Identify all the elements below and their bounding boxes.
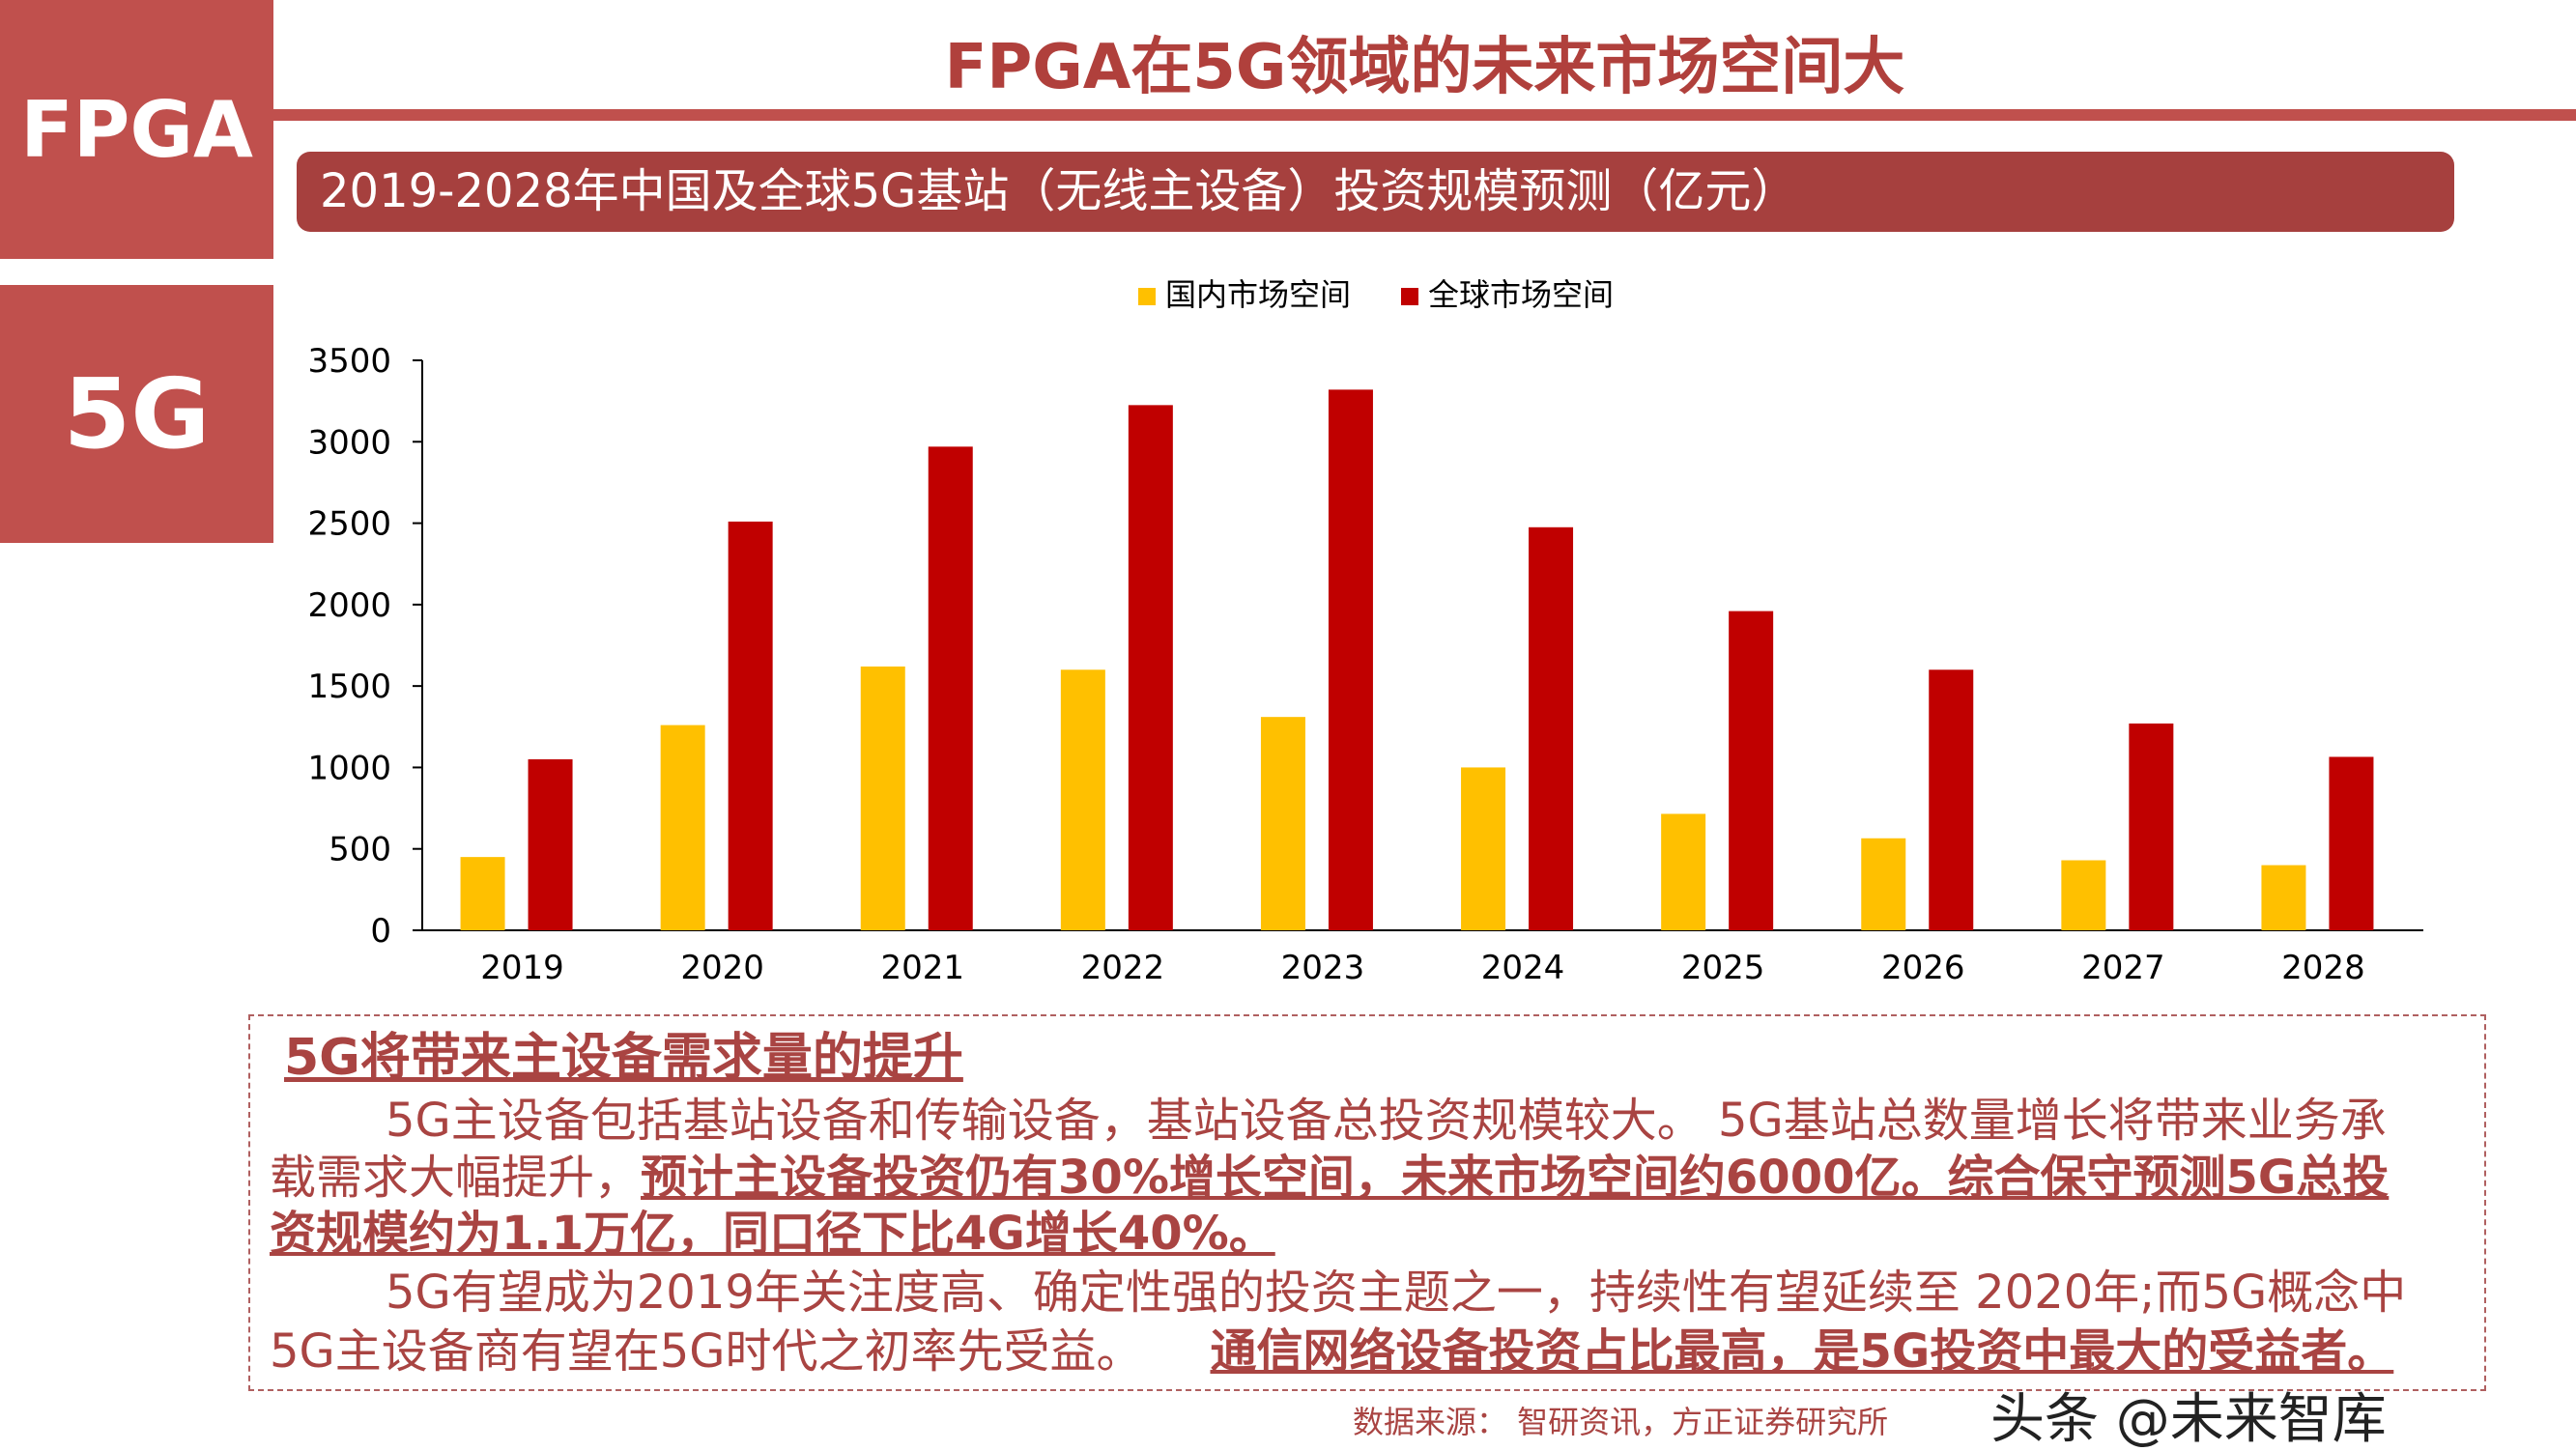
summary-highlight: 预计主设备投资仍有30%增长空间，未来市场空间约6000亿。综合保守预测5G总投 xyxy=(641,1151,2390,1205)
bar-domestic-2022 xyxy=(1060,669,1105,930)
title-divider xyxy=(273,109,2576,121)
bar-global-2019 xyxy=(528,759,573,930)
5g-label: 5G xyxy=(63,357,211,470)
legend-label: 全球市场空间 xyxy=(1428,276,1614,313)
summary-heading: 5G将带来主设备需求量的提升 xyxy=(284,1029,963,1087)
bar-domestic-2028 xyxy=(2261,865,2306,930)
bar-global-2027 xyxy=(2129,723,2174,930)
legend-label: 国内市场空间 xyxy=(1165,276,1351,313)
x-tick-label: 2022 xyxy=(1081,949,1165,987)
x-tick-label: 2021 xyxy=(880,949,964,987)
bar-global-2022 xyxy=(1128,405,1173,930)
bar-domestic-2023 xyxy=(1260,717,1305,930)
watermark: 头条 @未来智库 xyxy=(1990,1388,2387,1451)
bar-global-2021 xyxy=(928,446,973,930)
bar-domestic-2027 xyxy=(2061,860,2106,930)
summary-highlight: 通信网络设备投资占比最高，是5G投资中最大的受益者。 xyxy=(1210,1324,2394,1379)
summary-box: 5G将带来主设备需求量的提升 5G主设备包括基站设备和传输设备，基站设备总投资规… xyxy=(248,1014,2486,1391)
y-tick-label: 0 xyxy=(370,912,391,951)
bar-global-2028 xyxy=(2329,756,2374,930)
bar-domestic-2026 xyxy=(1861,838,1906,930)
fpga-label: FPGA xyxy=(20,84,253,175)
x-tick-label: 2026 xyxy=(1881,949,1965,987)
bar-domestic-2021 xyxy=(860,666,905,930)
x-tick-label: 2025 xyxy=(1681,949,1765,987)
fpga-label-box: FPGA xyxy=(0,0,273,259)
summary-line: 5G有望成为2019年关注度高、确定性强的投资主题之一，持续性有望延续至 202… xyxy=(386,1266,2407,1320)
y-tick-label: 2500 xyxy=(307,505,391,544)
x-tick-label: 2020 xyxy=(680,949,764,987)
bar-domestic-2019 xyxy=(460,857,505,930)
bar-global-2020 xyxy=(728,521,773,930)
y-tick-label: 2000 xyxy=(307,586,391,625)
bar-global-2023 xyxy=(1328,389,1373,930)
legend-swatch xyxy=(1138,288,1156,305)
legend-swatch xyxy=(1401,288,1418,305)
bar-global-2025 xyxy=(1729,611,1774,930)
y-tick-label: 1500 xyxy=(307,668,391,706)
x-tick-label: 2019 xyxy=(480,949,564,987)
chart-title: 2019-2028年中国及全球5G基站（无线主设备）投资规模预测（亿元） xyxy=(320,164,1798,218)
summary-line: 5G主设备包括基站设备和传输设备，基站设备总投资规模较大。 5G基站总数量增长将… xyxy=(386,1094,2387,1148)
bar-domestic-2025 xyxy=(1661,813,1706,930)
y-tick-label: 3000 xyxy=(307,423,391,462)
x-tick-label: 2024 xyxy=(1481,949,1565,987)
bar-domestic-2020 xyxy=(660,725,705,930)
x-tick-label: 2027 xyxy=(2081,949,2165,987)
y-tick-label: 3500 xyxy=(307,342,391,381)
bar-chart: 0 500 1000 1500 2000 2500 3000 3500 2019 2020 2021… xyxy=(307,276,2423,987)
summary-line: 5G主设备商有望在5G时代之初率先受益。 通信网络设备投资占比最高，是5G投资中最… xyxy=(270,1323,2393,1380)
chart-title-bar: 2019-2028年中国及全球5G基站（无线主设备）投资规模预测（亿元） xyxy=(297,152,2454,232)
summary-text: 5G主设备商有望在5G时代之初率先受益。 xyxy=(270,1324,1143,1379)
x-tick-label: 2023 xyxy=(1281,949,1365,987)
page-title: FPGA在5G领域的未来市场空间大 xyxy=(944,32,1905,103)
x-tick-label: 2028 xyxy=(2281,949,2365,987)
data-source: 数据来源： 智研资讯，方正证券研究所 xyxy=(1353,1404,1889,1440)
5g-label-box: 5G xyxy=(0,285,273,543)
y-tick-label: 1000 xyxy=(307,749,391,787)
y-tick-label: 500 xyxy=(329,831,391,869)
bar-global-2026 xyxy=(1929,669,1974,930)
summary-line: 载需求大幅提升，预计主设备投资仍有30%增长空间，未来市场空间约6000亿。综合… xyxy=(270,1150,2389,1206)
bar-global-2024 xyxy=(1529,526,1574,930)
summary-highlight: 资规模约为1.1万亿，同口径下比4G增长40%。 xyxy=(270,1207,1275,1261)
bar-domestic-2024 xyxy=(1461,767,1506,930)
summary-text: 载需求大幅提升， xyxy=(270,1151,642,1205)
